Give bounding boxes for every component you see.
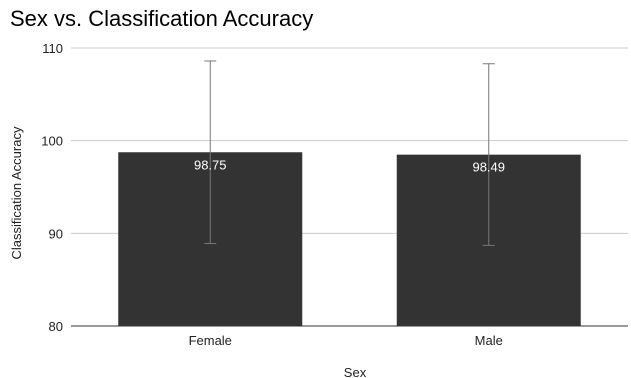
- x-category-label-female: Female: [189, 333, 232, 348]
- x-axis-label: Sex: [344, 365, 367, 378]
- y-axis-ticks: 80 90 100 110: [41, 41, 63, 334]
- chart-title: Sex vs. Classification Accuracy: [10, 6, 313, 31]
- data-labels: 98.75 98.49: [194, 157, 505, 174]
- bars: [118, 152, 581, 326]
- error-bars: [204, 60, 495, 246]
- x-axis-categories: Female Male: [189, 333, 503, 348]
- data-label-female: 98.75: [194, 157, 227, 172]
- data-label-male: 98.49: [472, 160, 505, 175]
- x-category-label-male: Male: [475, 333, 503, 348]
- error-bar-female: [204, 60, 217, 245]
- y-tick-label: 100: [41, 134, 63, 149]
- y-tick-label: 110: [42, 41, 63, 56]
- y-tick-label: 80: [49, 319, 63, 334]
- y-tick-label: 90: [49, 226, 63, 241]
- y-axis-label: Classification Accuracy: [9, 126, 24, 259]
- error-bar-male: [482, 63, 495, 246]
